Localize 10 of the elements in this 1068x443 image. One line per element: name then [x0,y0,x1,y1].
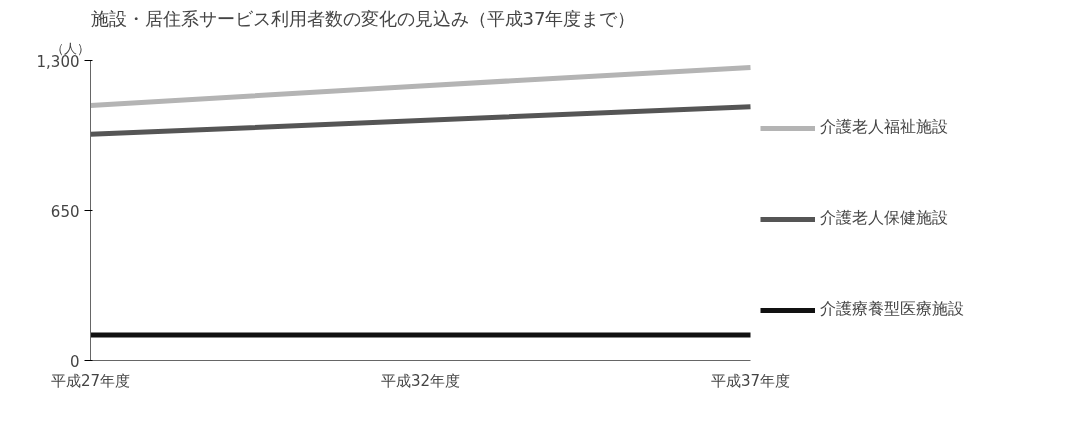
x-tick-label: 平成32年度 [380,371,461,390]
chart-title: 施設・居住系サービス利用者数の変化の見込み（平成37年度まで） [90,7,636,29]
y-tick-label: 650 [50,202,80,221]
legend-label: 介護療養型医療施設 [820,299,964,320]
x-tick-label: 平成27年度 [50,371,131,390]
y-tick-label: 0 [69,352,80,371]
legend-label: 介護老人保健施設 [820,208,948,229]
legend-label: 介護老人福祉施設 [820,117,948,138]
x-tick-label: 平成37年度 [710,371,791,390]
y-axis-title: （人） [50,40,90,56]
